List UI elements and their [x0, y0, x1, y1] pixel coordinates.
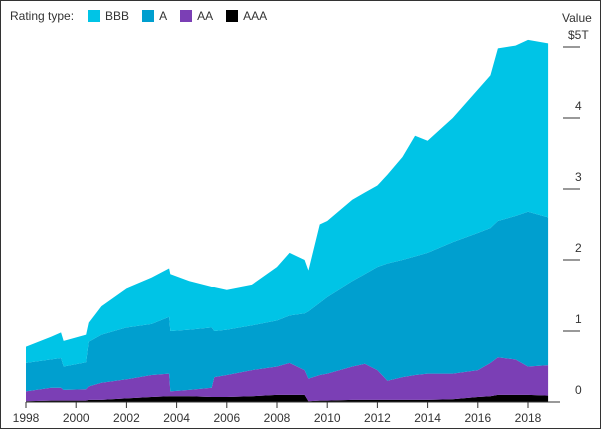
legend-label-bbb: BBB: [105, 9, 130, 23]
x-tick-label: 1998: [13, 411, 40, 425]
x-tick-label: 2004: [163, 411, 190, 425]
legend-label-a: A: [159, 9, 168, 23]
legend: Rating type: BBB A AA AAA: [10, 9, 267, 23]
legend-swatch-aaa: [226, 10, 239, 22]
x-tick-label: 2006: [213, 411, 240, 425]
x-tick-label: 2018: [515, 411, 542, 425]
x-tick-label: 2002: [113, 411, 140, 425]
area-aa: [26, 357, 549, 402]
legend-label-aaa: AAA: [243, 9, 268, 23]
legend-swatch-a: [142, 10, 155, 22]
area-a: [26, 211, 549, 392]
legend-label-aa: AA: [197, 9, 214, 23]
y-axis-title: Value: [562, 11, 592, 25]
y-tick-label: 0: [575, 383, 582, 397]
legend-title: Rating type:: [10, 9, 75, 23]
y-tick-label: 4: [575, 99, 582, 113]
legend-swatch-bbb: [88, 10, 101, 22]
legend-swatch-aa: [180, 10, 193, 22]
x-tick-label: 2010: [314, 411, 341, 425]
y-tick-label: 3: [575, 170, 582, 184]
y-tick-label: 2: [575, 241, 582, 255]
area-aaa: [26, 394, 549, 402]
x-tick-label: 2014: [414, 411, 441, 425]
x-tick-label: 2000: [63, 411, 90, 425]
x-tick-label: 2016: [464, 411, 491, 425]
y-tick-label: $5T: [568, 28, 589, 42]
x-tick-label: 2012: [364, 411, 391, 425]
x-tick-label: 2008: [264, 411, 291, 425]
y-tick-label: 1: [575, 312, 582, 326]
area-bbb: [26, 39, 549, 367]
